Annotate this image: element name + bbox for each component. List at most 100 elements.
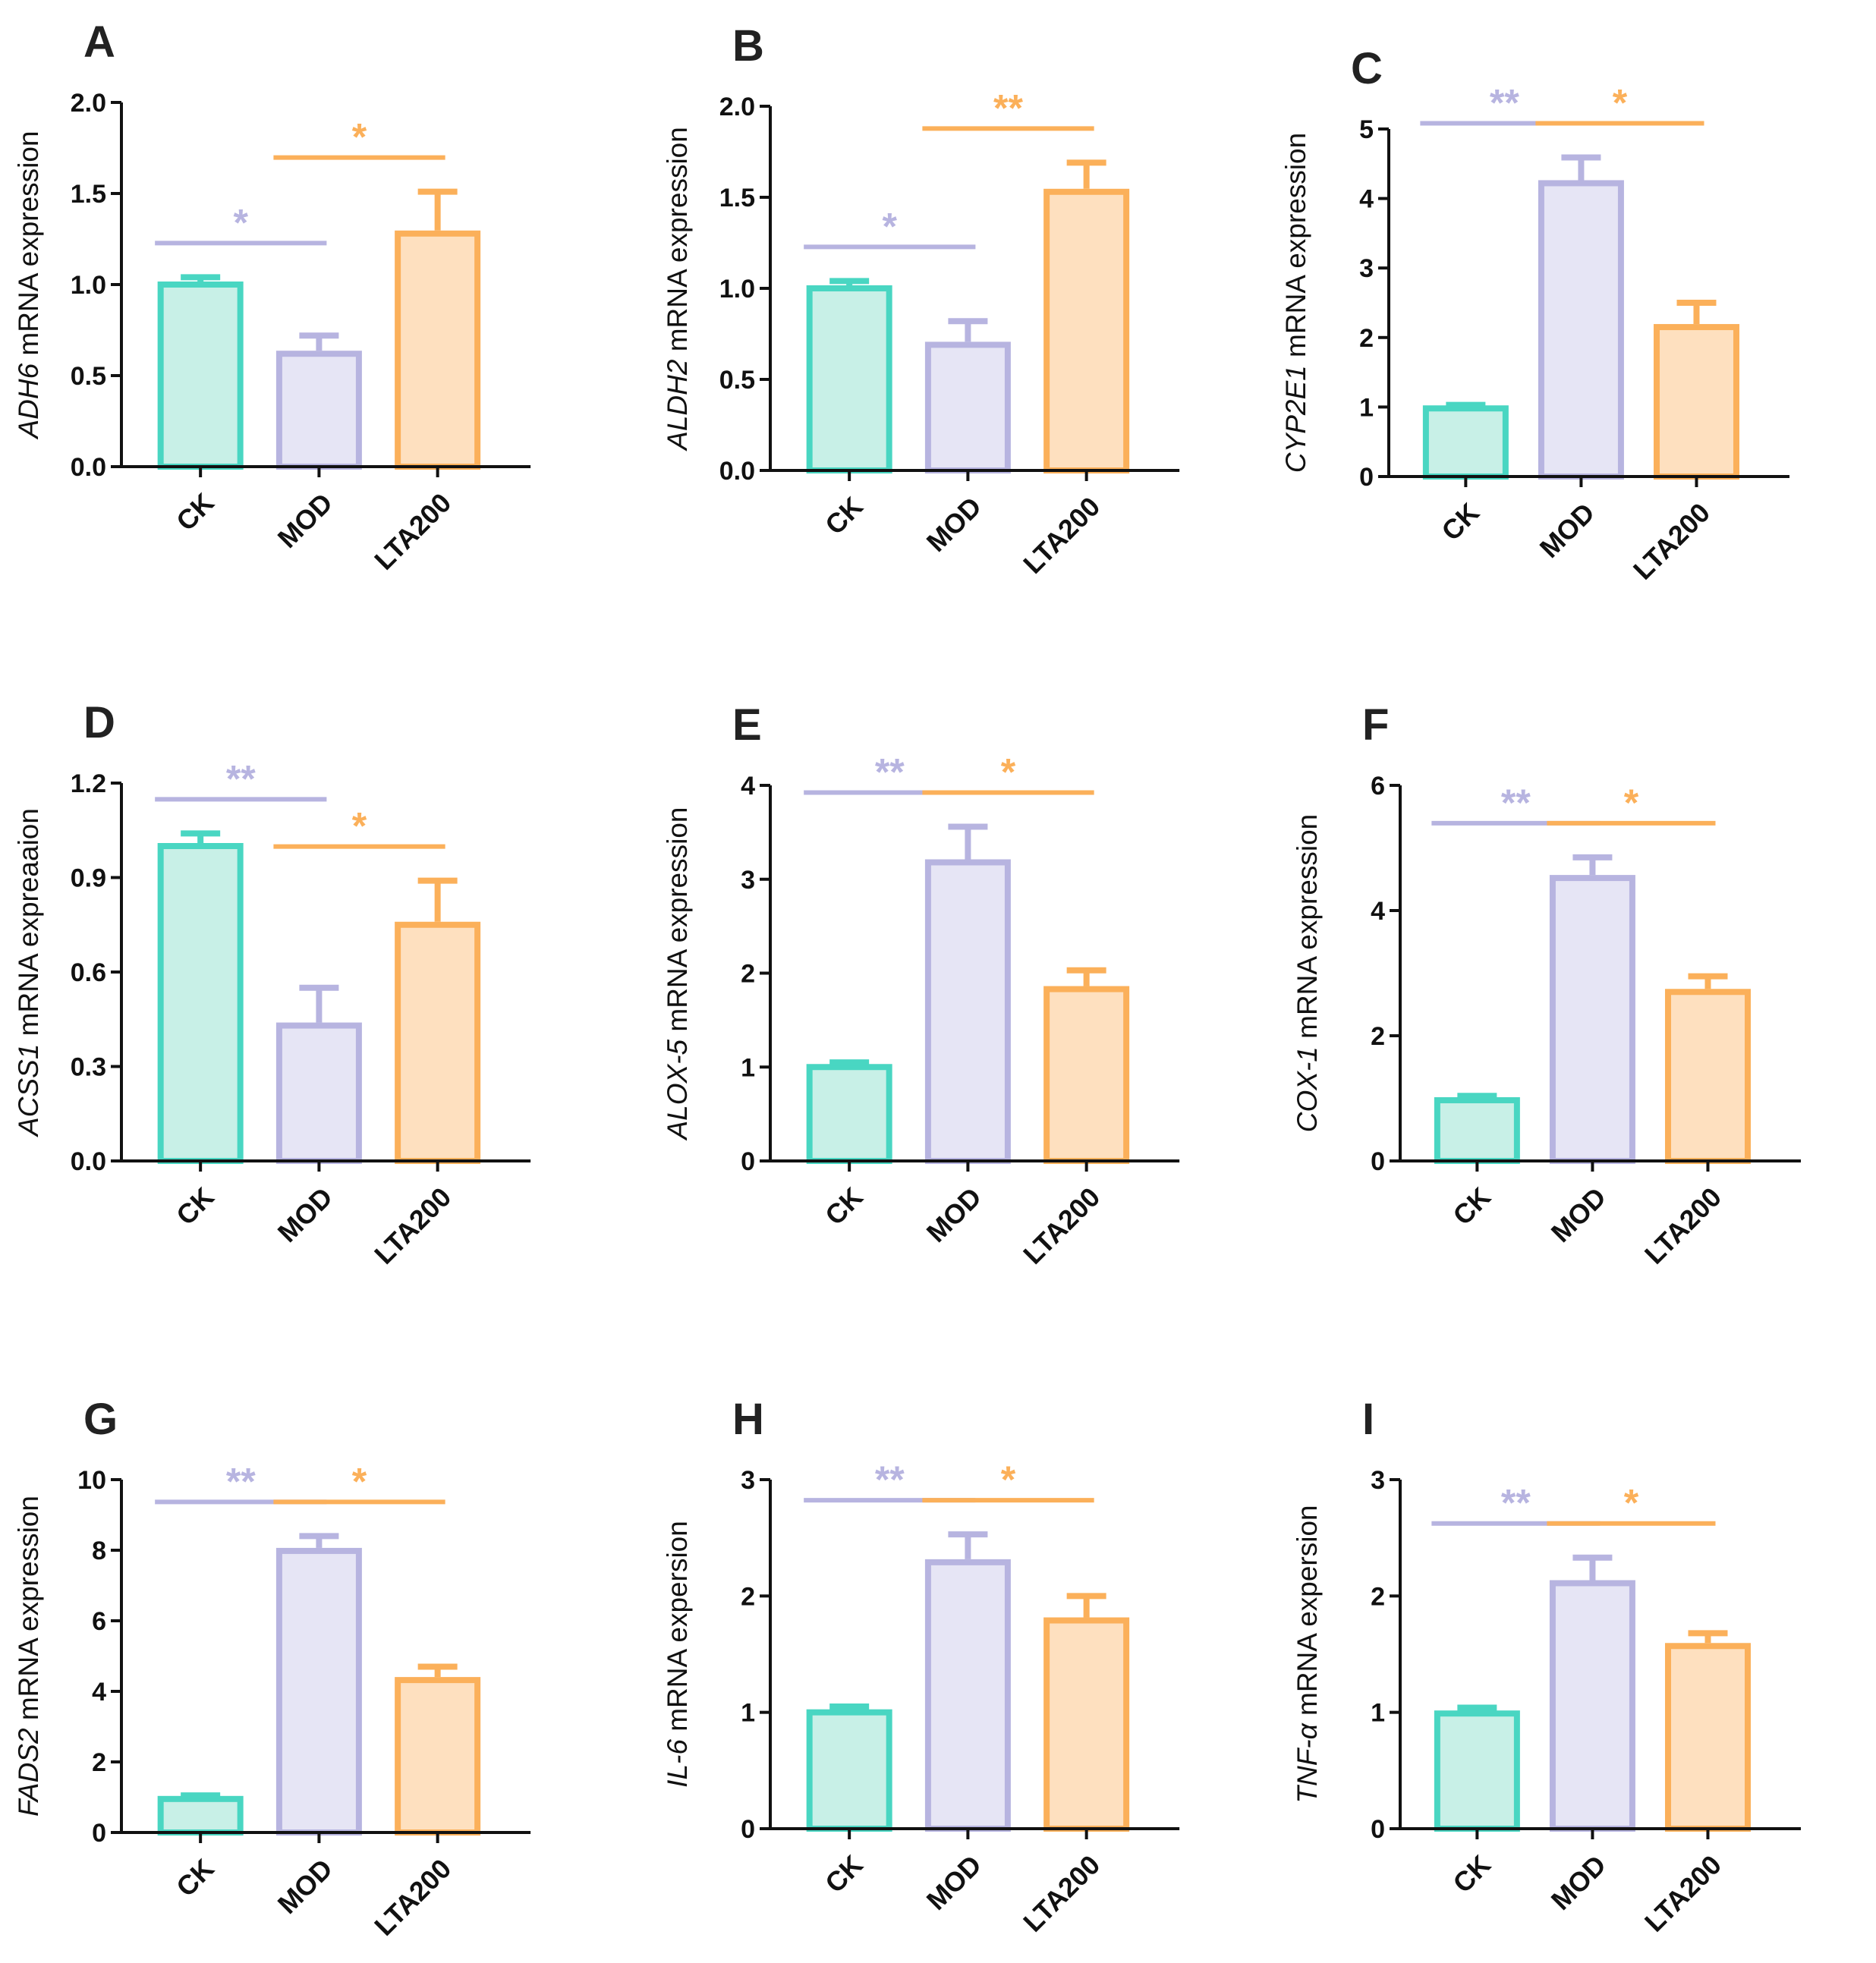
y-tick-label: 0.6 [71,958,106,987]
bar-mod [275,1547,362,1836]
significance-star-1: ** [1501,1482,1531,1524]
y-axis-gene-name: IL-6 [662,1739,693,1788]
panel-letter-a: A [83,17,115,67]
bar-lta200 [1664,1643,1751,1832]
significance-star-2: * [1001,1458,1016,1501]
panel-letter-i: I [1362,1395,1374,1444]
bar-mod [1549,875,1635,1164]
bar-lta200 [395,230,481,470]
bar-ck [157,282,244,470]
significance-star-2: * [352,1460,367,1502]
y-tick-label: 1.2 [71,769,106,798]
y-tick-label: 3 [741,866,755,895]
y-tick-label: 1 [1359,393,1374,422]
bar-ck [806,1064,892,1164]
bar-ck [157,843,244,1164]
y-tick-label: 0 [1371,1815,1385,1844]
y-axis-gene-name: ADH6 [13,363,44,439]
y-tick-label: 0.3 [71,1053,106,1082]
y-axis-gene-name: CYP2E1 [1280,365,1311,473]
y-tick-label: 2 [1371,1582,1385,1611]
y-tick-label: 4 [92,1678,106,1707]
significance-star-2: * [352,116,367,159]
y-axis-label-suffix: mRNA expersion [1292,1505,1323,1723]
y-axis-label-suffix: mRNA expression [662,807,693,1039]
y-tick-label: 1.0 [719,275,755,304]
y-tick-label: 10 [77,1466,106,1495]
bar-lta200 [395,921,481,1164]
significance-star-1: ** [226,757,256,800]
bar-lta200 [1043,188,1130,474]
y-tick-label: 6 [92,1607,106,1636]
significance-star-1: * [234,201,249,244]
bar-lta200 [1653,324,1739,480]
y-tick-label: 0.0 [71,1147,106,1176]
y-axis-gene-name: ACSS1 [13,1044,44,1137]
y-tick-label: 0.5 [71,362,106,391]
y-axis-label-suffix: mRNA expression [13,1496,44,1728]
bar-ck [806,1709,892,1832]
y-tick-label: 8 [92,1537,106,1565]
y-tick-label: 4 [741,772,755,801]
y-tick-label: 0 [741,1815,755,1844]
y-tick-label: 3 [741,1466,755,1495]
y-tick-label: 0.5 [719,366,755,395]
y-axis-gene-name: ALDH2 [662,359,693,451]
significance-star-1: ** [1501,782,1531,824]
y-axis-label-suffix: mRNA expreaaion [13,808,44,1044]
y-tick-label: 0 [1371,1147,1385,1176]
significance-star-1: * [883,205,898,247]
y-axis-label-suffix: mRNA expression [1292,814,1323,1046]
significance-star-1: ** [1490,82,1519,124]
y-tick-label: 1 [741,1699,755,1728]
y-tick-label: 6 [1371,772,1385,801]
panel-letter-h: H [732,1395,764,1444]
y-axis-label-f: COX-1 mRNA expression [1292,814,1323,1132]
bar-ck [1434,1096,1520,1164]
bar-mod [275,351,362,470]
significance-star-1: ** [226,1460,256,1502]
y-axis-label-suffix: mRNA expersion [662,1521,693,1739]
y-tick-label: 0 [1359,463,1374,492]
y-axis-label-i: TNF-α mRNA expersion [1292,1505,1323,1803]
y-tick-label: 2 [741,1582,755,1611]
bar-mod [275,1022,362,1165]
y-axis-gene-name: FADS2 [13,1728,44,1817]
bar-ck [1434,1710,1520,1832]
y-tick-label: 0 [741,1147,755,1176]
y-tick-label: 2 [1371,1022,1385,1051]
panel-letter-d: D [83,698,115,747]
y-axis-label-d: ACSS1 mRNA expreaaion [13,808,44,1137]
y-tick-label: 3 [1359,254,1374,283]
y-tick-label: 5 [1359,115,1374,144]
y-tick-label: 1.5 [71,180,106,209]
y-tick-label: 0.0 [719,457,755,486]
y-axis-label-e: ALOX-5 mRNA expression [662,807,693,1140]
bar-mod [1538,180,1624,480]
y-tick-label: 2 [1359,324,1374,353]
y-axis-gene-name: ALOX-5 [662,1039,693,1140]
panel-letter-g: G [83,1395,118,1444]
y-axis-label-c: CYP2E1 mRNA expression [1280,133,1311,473]
y-axis-label-suffix: mRNA expression [13,131,44,363]
bar-mod [924,341,1011,473]
significance-star-2: * [1624,782,1639,824]
significance-star-1: ** [875,750,905,793]
y-tick-label: 1 [1371,1699,1385,1728]
y-axis-label-b: ALDH2 mRNA expression [662,127,693,451]
bar-lta200 [1043,986,1130,1164]
bar-lta200 [1664,989,1751,1164]
y-tick-label: 1 [741,1053,755,1082]
panel-letter-f: F [1362,700,1389,750]
y-tick-label: 1.0 [71,271,106,300]
bar-ck [157,1795,244,1836]
bar-mod [924,859,1011,1164]
y-tick-label: 4 [1371,897,1385,926]
y-tick-label: 1.5 [719,184,755,212]
bar-mod [924,1559,1011,1832]
significance-star-2: * [352,805,367,848]
